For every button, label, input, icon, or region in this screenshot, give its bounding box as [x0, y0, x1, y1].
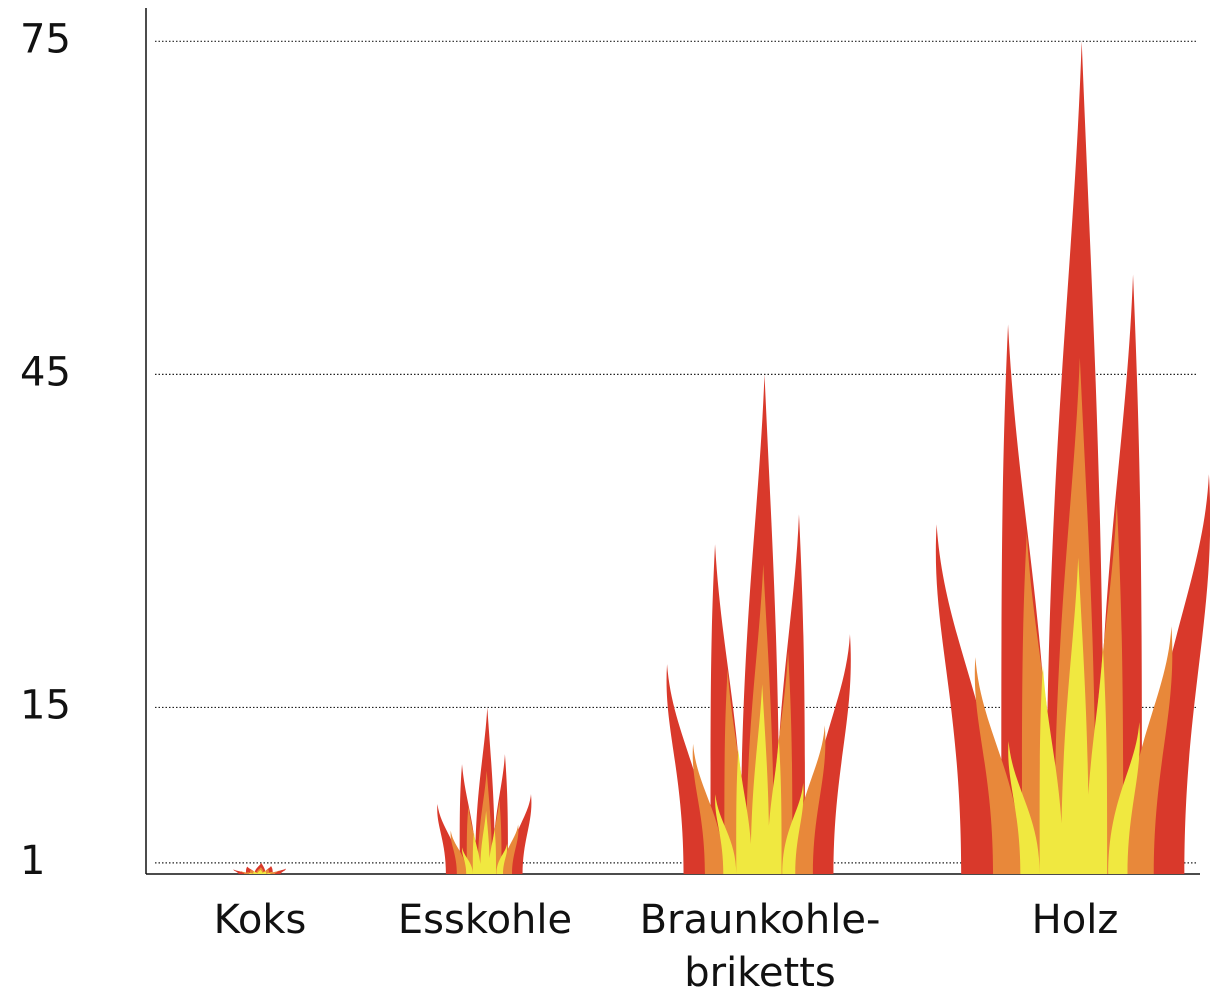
flame	[935, 41, 1210, 874]
y-tick-label: 15	[20, 682, 71, 728]
y-tick-label: 75	[20, 16, 71, 62]
flame-mid	[974, 357, 1173, 874]
flame	[437, 707, 532, 874]
flame-mid	[692, 564, 826, 874]
flame-core	[1008, 557, 1140, 874]
x-tick-label: Braunkohle-briketts	[640, 897, 881, 996]
x-tick-label: Koks	[214, 897, 307, 943]
y-tick-label: 1	[20, 838, 45, 884]
flame-mid	[240, 867, 279, 874]
flame	[233, 862, 286, 874]
x-tick-label: Esskohle	[398, 897, 572, 943]
flame-core	[462, 810, 508, 874]
flame-core	[715, 684, 804, 874]
flame-mid	[450, 770, 519, 874]
flame-core	[247, 869, 273, 874]
y-tick-label: 45	[20, 349, 71, 395]
x-tick-label: Holz	[1032, 897, 1119, 943]
flame	[666, 374, 851, 874]
